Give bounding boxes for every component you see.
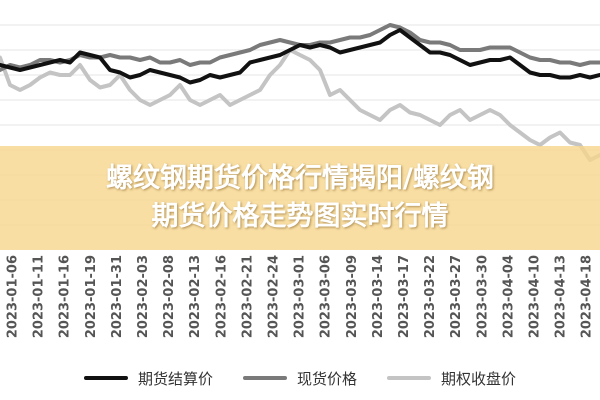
legend-swatch bbox=[387, 376, 431, 380]
series-line-2 bbox=[0, 23, 600, 72]
x-tick-label: 2023-03-17 bbox=[397, 255, 412, 338]
x-tick-label: 2023-01-11 bbox=[32, 255, 47, 338]
x-tick-label: 2023-04-18 bbox=[580, 255, 595, 338]
x-tick-label: 2023-02-08 bbox=[162, 255, 177, 338]
x-tick-label: 2023-03-06 bbox=[319, 255, 334, 338]
legend-item: 现货价格 bbox=[242, 368, 357, 389]
banner-title-line2: 期货价格走势图实时行情 bbox=[151, 201, 449, 232]
legend-label: 期权收盘价 bbox=[441, 369, 517, 388]
legend-swatch bbox=[83, 376, 128, 380]
x-tick-label: 2023-02-16 bbox=[214, 255, 229, 338]
x-tick-label: 2023-03-30 bbox=[475, 255, 490, 338]
legend-item: 期权收盘价 bbox=[387, 368, 516, 389]
series-line-3 bbox=[0, 48, 600, 162]
x-tick-label: 2023-04-04 bbox=[501, 255, 516, 338]
banner-title: 螺纹钢期货价格行情揭阳/螺纹钢 期货价格走势图实时行情 bbox=[30, 160, 570, 236]
x-tick-label: 2023-04-10 bbox=[528, 255, 543, 338]
x-tick-label: 2023-01-19 bbox=[84, 255, 99, 338]
legend-label: 期货结算价 bbox=[137, 369, 213, 388]
x-tick-label: 2023-01-16 bbox=[58, 255, 73, 338]
x-tick-label: 2023-02-03 bbox=[136, 255, 151, 338]
x-tick-label: 2023-03-01 bbox=[293, 255, 308, 338]
x-tick-label: 2023-03-14 bbox=[371, 255, 386, 338]
chart-legend: 期货结算价 现货价格 期权收盘价 bbox=[0, 362, 600, 394]
x-axis-tick-labels: 2023-01-06 2023-01-11 2023-01-16 2023-01-19… bbox=[6, 255, 595, 338]
series-lines bbox=[0, 23, 600, 162]
banner-title-line1: 螺纹钢期货价格行情揭阳/螺纹钢 bbox=[106, 163, 494, 194]
title-banner: 螺纹钢期货价格行情揭阳/螺纹钢 期货价格走势图实时行情 bbox=[0, 146, 600, 250]
x-tick-label: 2023-01-31 bbox=[110, 255, 125, 338]
x-tick-label: 2023-02-24 bbox=[267, 255, 282, 338]
legend-label: 现货价格 bbox=[296, 369, 357, 388]
x-tick-label: 2023-03-09 bbox=[345, 255, 360, 338]
x-tick-label: 2023-03-22 bbox=[423, 255, 438, 338]
x-tick-label: 2023-02-21 bbox=[240, 255, 255, 338]
x-tick-label: 2023-01-06 bbox=[6, 255, 21, 338]
x-tick-label: 2023-03-27 bbox=[449, 255, 464, 338]
legend-item: 期货结算价 bbox=[83, 368, 213, 389]
x-tick-label: 2023-04-13 bbox=[554, 255, 569, 338]
legend-swatch bbox=[242, 376, 287, 380]
x-tick-label: 2023-02-13 bbox=[188, 255, 203, 338]
series-line-1 bbox=[0, 28, 600, 85]
